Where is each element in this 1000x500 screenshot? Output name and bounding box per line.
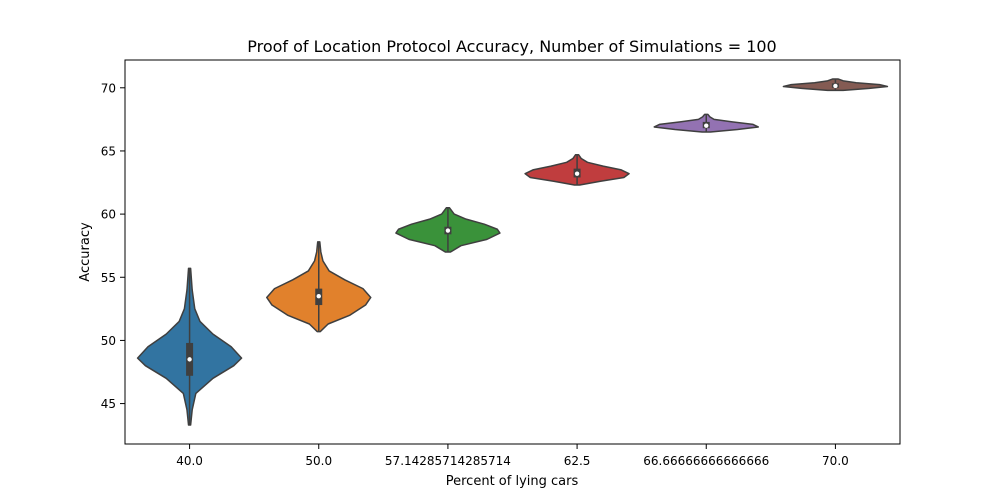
y-axis-label: Accuracy — [78, 222, 93, 282]
violin-0 — [136, 267, 243, 426]
y-tick-label: 60 — [101, 208, 116, 222]
x-axis-label: Percent of lying cars — [446, 474, 579, 489]
plot-frame — [124, 59, 901, 445]
violin-median-dot — [704, 123, 709, 128]
x-tick-label: 62.5 — [564, 454, 591, 468]
x-tick-label: 50.0 — [305, 454, 332, 468]
chart-title: Proof of Location Protocol Accuracy, Num… — [247, 37, 776, 56]
x-tick-label: 57.14285714285714 — [385, 454, 511, 468]
violin-4 — [653, 113, 759, 133]
violin-1 — [266, 241, 372, 333]
violins-layer — [136, 78, 889, 426]
y-tick-label: 70 — [101, 81, 116, 95]
x-tick-label: 70.0 — [822, 454, 849, 468]
violin-5 — [782, 78, 889, 92]
violin-2 — [395, 207, 501, 253]
violin-median-dot — [445, 228, 451, 233]
y-tick-label: 65 — [101, 144, 116, 158]
x-tick-label: 66.66666666666666 — [643, 454, 769, 468]
violin-3 — [524, 153, 630, 186]
violin-median-dot — [187, 357, 192, 362]
x-tick-label: 40.0 — [176, 454, 203, 468]
y-tick-label: 50 — [101, 334, 116, 348]
violin-median-dot — [574, 171, 580, 176]
y-tick-label: 55 — [101, 271, 116, 285]
y-axis: 45 50 55 60 65 70 — [101, 81, 125, 411]
violin-median-dot — [833, 83, 838, 89]
x-axis: 40.0 50.0 57.14285714285714 62.5 66.66666666… — [176, 444, 849, 468]
violin-median-dot — [316, 294, 321, 299]
y-tick-label: 45 — [101, 397, 116, 411]
